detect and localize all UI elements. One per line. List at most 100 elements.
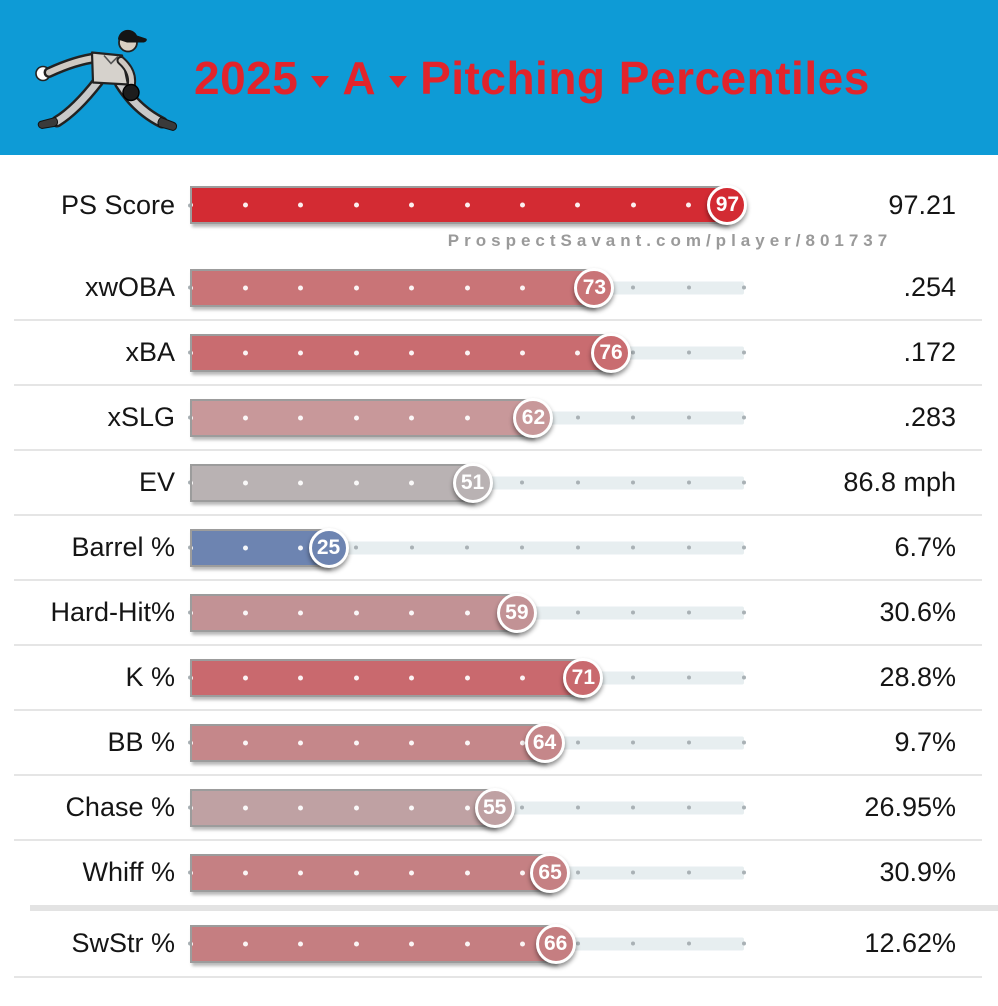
fill-tick-dot [519, 870, 525, 875]
fill-tick-dot [298, 675, 304, 680]
percentile-bar-whiff: 65 [188, 840, 746, 905]
percentile-badge-xba: 76 [591, 332, 632, 373]
track-tick-dot [742, 941, 746, 946]
track-tick-dot [575, 740, 580, 745]
track-tick-dot [742, 480, 746, 485]
track-tick-dot [575, 870, 580, 875]
fill-tick-dot [298, 202, 304, 208]
fill-tick-dot [464, 285, 470, 290]
track-tick-dot [520, 805, 525, 810]
metric-row-hard-hit: Hard-Hit% 59 30.6% [0, 579, 998, 645]
page-title: 2025 A Pitching Percentiles [194, 51, 870, 105]
bar-fill [190, 186, 728, 224]
track-tick-dot [631, 480, 636, 485]
track-tick-dot [742, 610, 746, 615]
level-dropdown-caret-icon[interactable] [389, 75, 408, 88]
fill-tick-dot [353, 870, 359, 875]
metric-value-ps-score: 97.21 [888, 189, 956, 220]
track-tick-dot [631, 415, 636, 420]
track-tick-dot [575, 480, 580, 485]
fill-tick-dot [464, 675, 470, 680]
track-tick-dot [575, 941, 580, 946]
track-tick-dot [631, 740, 636, 745]
track-tick-dot [575, 545, 580, 550]
fill-tick-dot [409, 870, 415, 875]
fill-tick-dot [192, 415, 193, 420]
bar-fill [190, 528, 329, 567]
fill-tick-dot [464, 805, 470, 810]
fill-tick-dot [242, 545, 248, 550]
fill-tick-dot [191, 610, 193, 615]
metric-value-xwoba: .254 [903, 272, 956, 302]
metric-row-k: K % 71 28.8% [0, 644, 998, 710]
metric-value-xslg: .283 [903, 402, 956, 432]
year-select[interactable]: 2025 [194, 51, 342, 105]
metric-row-whiff: Whiff % 65 30.9% [0, 839, 998, 905]
fill-tick-dot [353, 740, 359, 745]
fill-tick-dot [464, 415, 470, 420]
track-tick-dot [686, 805, 691, 810]
track-tick-dot [631, 805, 636, 810]
level-select[interactable]: A [342, 51, 420, 105]
metric-row-swstr: SwStr % 66 12.62% [0, 911, 998, 976]
track-tick-dot [686, 545, 691, 550]
metric-label-bb: BB % [107, 727, 175, 757]
track-tick-dot [631, 350, 636, 355]
fill-tick-dot [519, 675, 525, 680]
fill-tick-dot [242, 350, 248, 355]
fill-tick-dot [353, 941, 359, 946]
percentile-badge-xwoba: 73 [574, 267, 615, 308]
metric-label-whiff: Whiff % [82, 857, 175, 887]
fill-tick-dot [464, 941, 470, 946]
level-label: A [342, 51, 377, 104]
percentile-badge-ev: 51 [452, 462, 493, 503]
fill-tick-dot [464, 870, 470, 875]
track-tick-dot [631, 941, 636, 946]
fill-tick-dot [191, 480, 193, 485]
percentile-bar-xwoba: 73 [188, 255, 746, 320]
metric-row-ev: EV 51 86.8 mph [0, 449, 998, 515]
metric-row-chase: Chase % 55 26.95% [0, 774, 998, 840]
header-banner: 2025 A Pitching Percentiles [0, 0, 998, 155]
metric-label-xba: xBA [125, 337, 175, 367]
fill-tick-dot [575, 202, 581, 208]
track-tick-dot [631, 610, 636, 615]
bar-fill [190, 723, 545, 762]
title-text: Pitching Percentiles [420, 51, 870, 104]
metric-row-bb: BB % 64 9.7% [0, 709, 998, 775]
percentile-bar-xslg: 62 [188, 385, 746, 450]
percentile-badge-xslg: 62 [513, 397, 554, 438]
pitcher-illustration-icon [35, 29, 177, 131]
fill-tick-dot [409, 285, 415, 290]
fill-tick-dot [409, 350, 415, 355]
track-tick-dot [520, 545, 525, 550]
metric-label-k: K % [125, 662, 175, 692]
fill-tick-dot [192, 870, 193, 875]
metric-label-chase: Chase % [65, 792, 175, 822]
fill-tick-dot [353, 480, 359, 485]
metric-row-ps-score: PS Score 97 ProspectSavant.com/player/8017… [0, 155, 998, 255]
fill-tick-dot [464, 610, 470, 615]
track-tick-dot [742, 805, 746, 810]
bottom-divider [14, 976, 982, 978]
metric-label-xwoba: xwOBA [84, 272, 175, 302]
fill-tick-dot [191, 941, 193, 946]
bar-fill [190, 268, 595, 307]
fill-tick-dot [353, 285, 359, 290]
fill-tick-dot [409, 740, 415, 745]
metric-value-swstr: 12.62% [864, 928, 956, 958]
bar-fill [190, 398, 534, 437]
track-tick-dot [686, 675, 691, 680]
track-tick-dot [686, 350, 691, 355]
fill-tick-dot [192, 285, 193, 290]
fill-tick-dot [242, 610, 248, 615]
fill-tick-dot [353, 202, 359, 208]
fill-tick-dot [409, 610, 415, 615]
bar-fill [190, 924, 556, 963]
bar-fill [190, 463, 473, 502]
fill-tick-dot [353, 675, 359, 680]
fill-tick-dot [464, 740, 470, 745]
fill-tick-dot [409, 675, 415, 680]
fill-tick-dot [409, 415, 415, 420]
year-dropdown-caret-icon[interactable] [311, 75, 330, 88]
